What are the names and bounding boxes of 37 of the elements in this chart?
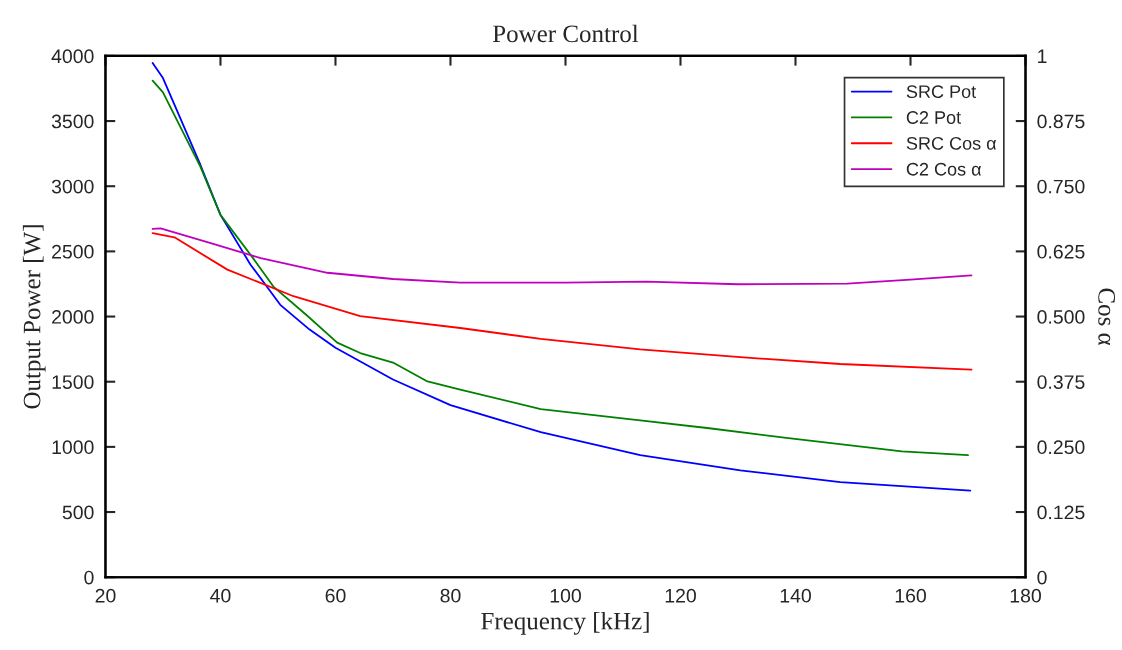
y2-tick-label: 0.750 bbox=[1037, 179, 1085, 194]
y-tick-label: 1500 bbox=[52, 375, 94, 389]
y-axis-title: Output Power [W] bbox=[22, 225, 46, 409]
y-tick-label: 0 bbox=[84, 570, 94, 585]
y-tick-label: 1000 bbox=[52, 440, 94, 455]
x-tick-label: 60 bbox=[325, 588, 346, 603]
x-tick-label: 120 bbox=[665, 588, 696, 603]
y2-tick-label: 1 bbox=[1038, 49, 1047, 63]
line-series bbox=[151, 232, 973, 371]
y2-tick-label: 0.625 bbox=[1037, 244, 1085, 259]
x-tick-label: 100 bbox=[550, 588, 581, 603]
y2-tick-label: 0.875 bbox=[1037, 114, 1085, 129]
y2-tick-label: 0.375 bbox=[1037, 375, 1085, 389]
y-tick-label: 3000 bbox=[51, 179, 94, 194]
y2-tick-label: 0.125 bbox=[1037, 505, 1085, 520]
y-tick-label: 4000 bbox=[51, 49, 94, 64]
line-series bbox=[151, 227, 973, 286]
x-axis-title: Frequency [kHz] bbox=[481, 611, 649, 635]
y-tick-label: 500 bbox=[62, 505, 94, 520]
legend-label: C2 Pot bbox=[906, 111, 961, 124]
legend-label: C2 Cos α bbox=[906, 162, 982, 176]
legend-label: SRC Cos α bbox=[906, 136, 997, 150]
y2-axis-title: Cos α bbox=[1098, 288, 1116, 346]
y2-tick-label: 0 bbox=[1037, 570, 1047, 585]
x-tick-label: 140 bbox=[780, 588, 811, 603]
y-tick-label: 2500 bbox=[52, 244, 94, 259]
y2-tick-label: 0.500 bbox=[1037, 310, 1085, 324]
y-tick-label: 2000 bbox=[52, 310, 94, 324]
x-tick-label: 180 bbox=[1010, 588, 1041, 603]
chart-title: Power Control bbox=[492, 24, 639, 43]
y-tick-label: 3500 bbox=[51, 114, 94, 129]
x-tick-label: 20 bbox=[95, 588, 116, 603]
x-tick-label: 40 bbox=[210, 588, 231, 603]
x-tick-label: 160 bbox=[895, 588, 926, 603]
y2-tick-label: 0.250 bbox=[1037, 440, 1085, 455]
legend-label: SRC Pot bbox=[906, 85, 977, 99]
x-tick-label: 80 bbox=[440, 588, 461, 603]
